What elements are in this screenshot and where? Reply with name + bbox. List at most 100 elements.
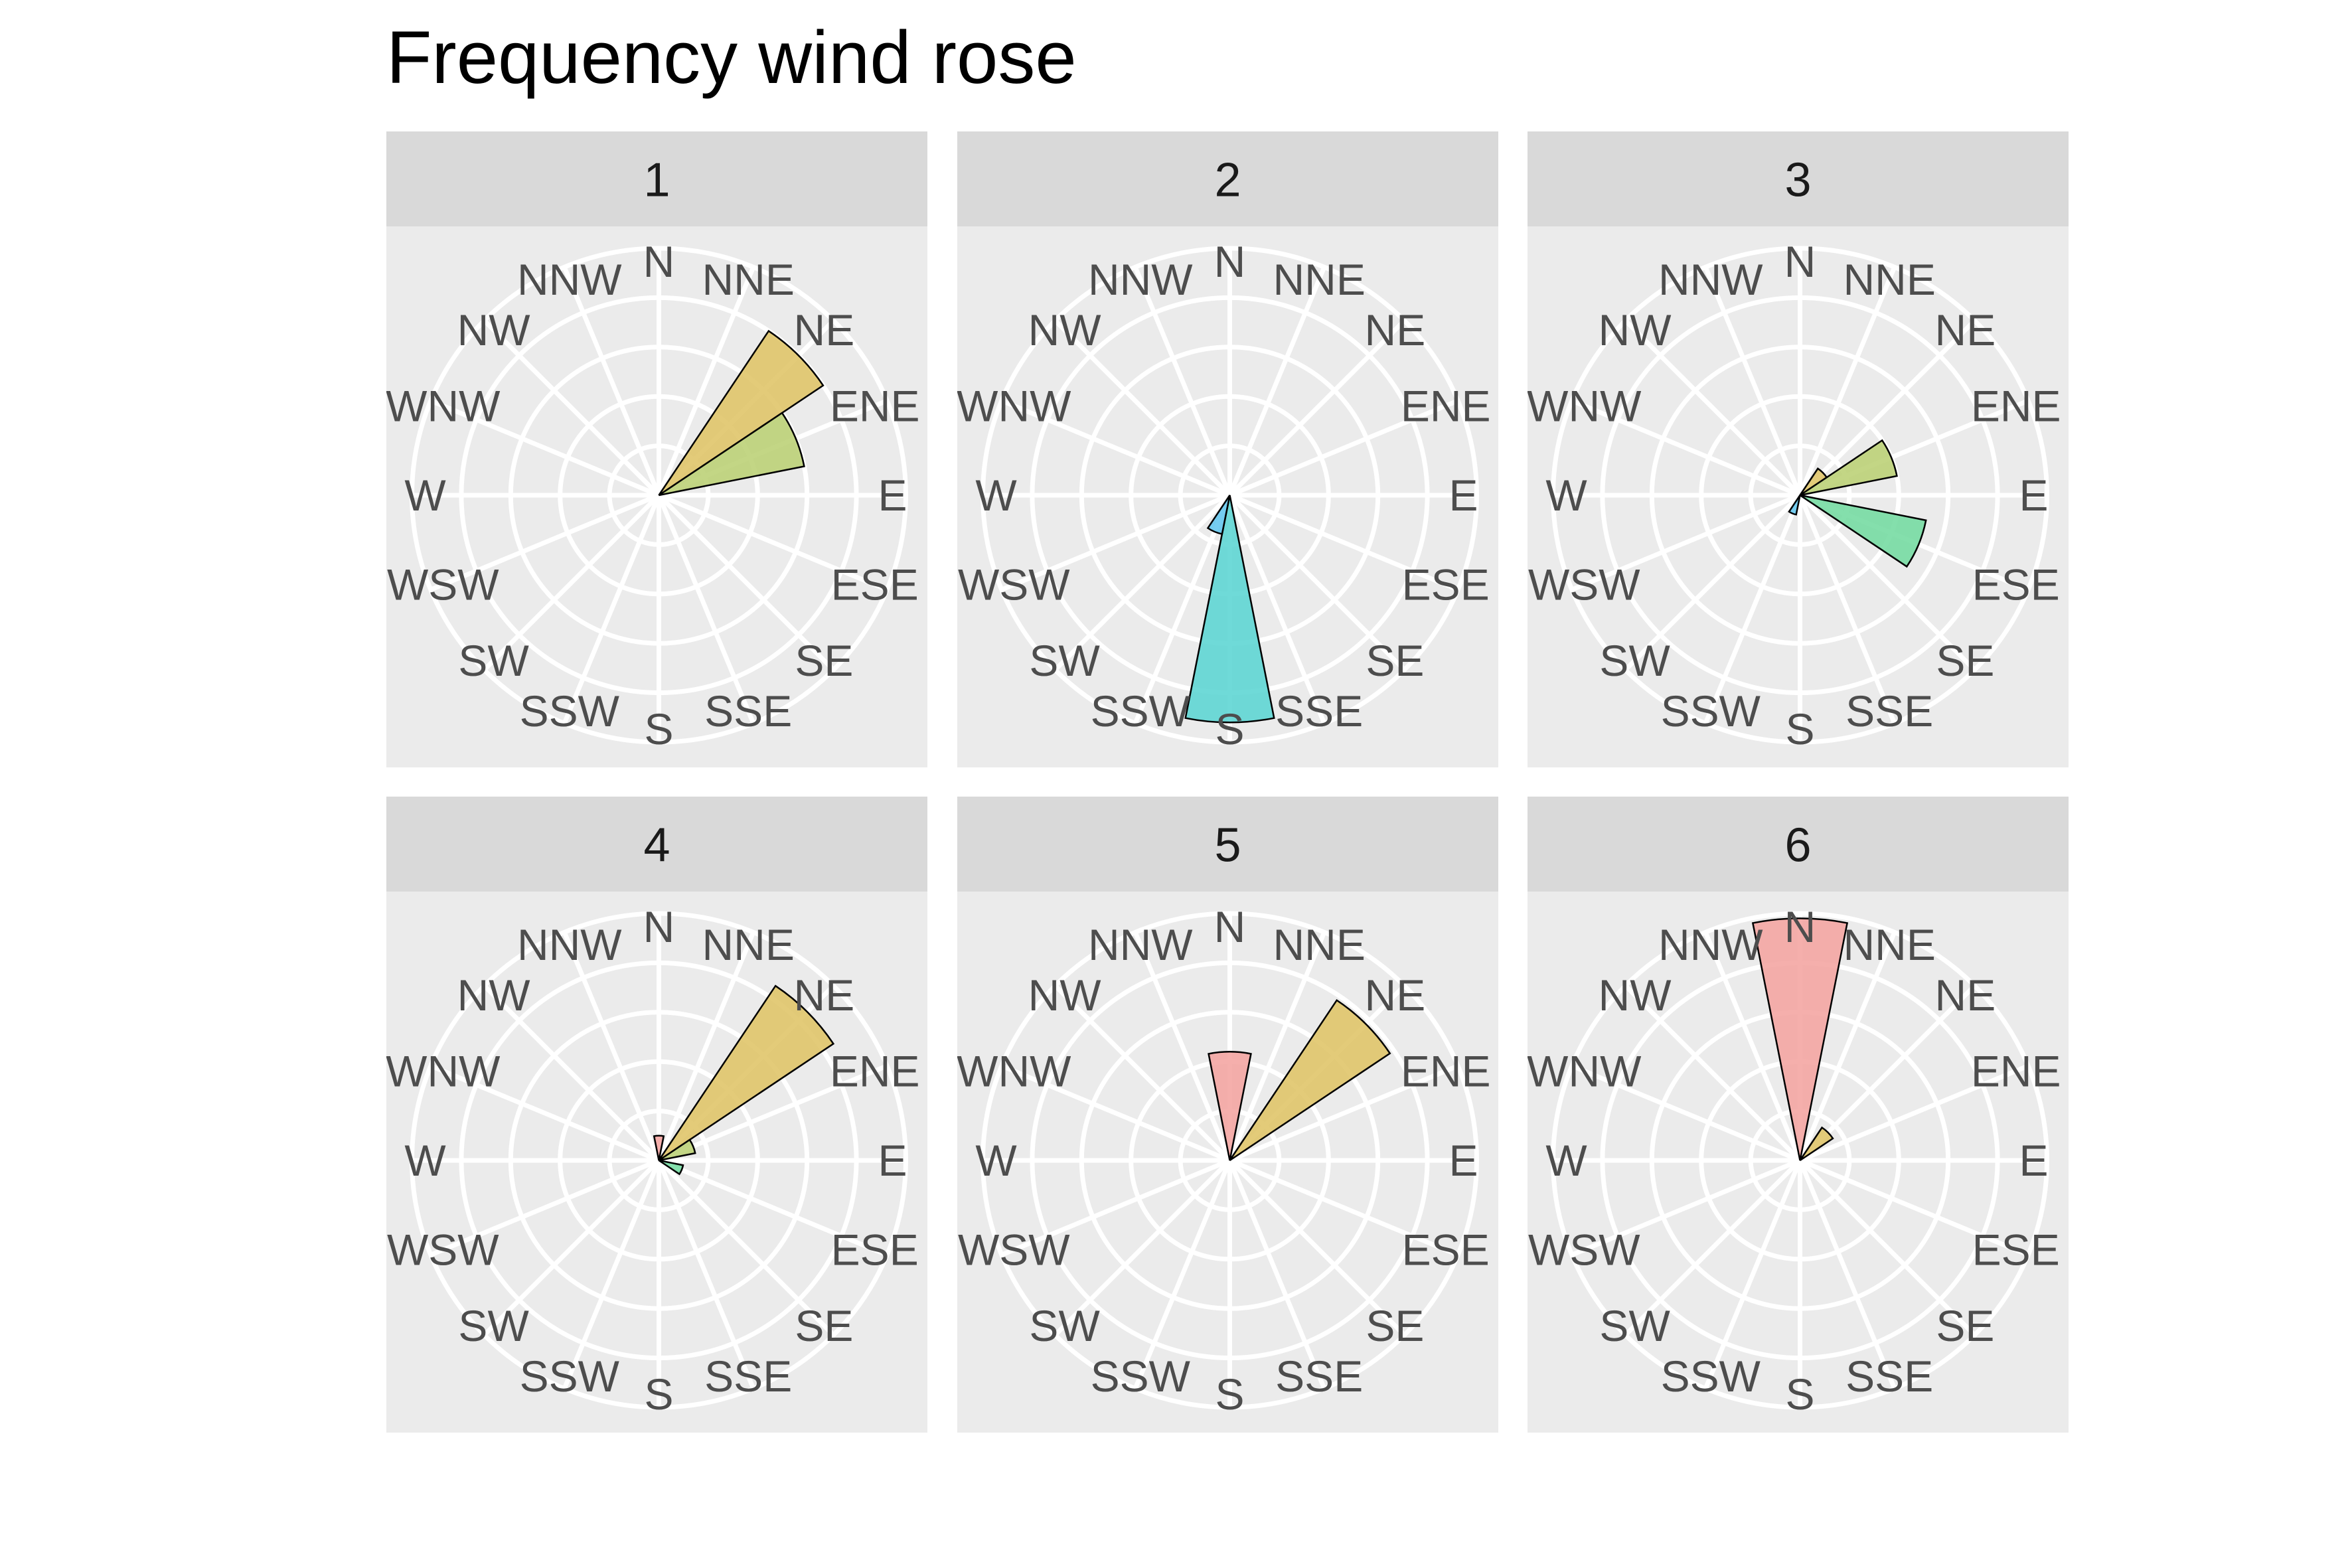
direction-label-wnw: WNW [386,381,501,430]
direction-label-wsw: WSW [387,1225,499,1275]
grid-spoke [1799,1158,2029,1257]
rose-sector-ese [1799,494,1927,568]
direction-label-sse: SSE [1845,1352,1933,1401]
direction-label-nne: NNE [702,255,795,304]
direction-label-sse: SSE [1275,1352,1363,1401]
grid-spoke [1799,1063,2029,1163]
grid-spoke [1053,984,1231,1162]
grid-spoke [657,1159,756,1390]
direction-label-s: S [1785,1370,1814,1419]
grid-spoke [1798,493,1977,672]
grid-spoke [1798,1159,1897,1390]
rose-sector-n [1208,1051,1252,1161]
facet-strip [386,797,927,892]
direction-label-s: S [1215,704,1244,753]
direction-label-ne: NE [1365,971,1426,1020]
grid-spoke [658,1158,888,1257]
direction-label-n: N [1784,237,1816,286]
direction-label-nnw: NNW [1658,920,1763,969]
direction-label-w: W [975,1136,1017,1185]
direction-label-e: E [2019,471,2048,520]
facet-strip [1528,131,2069,226]
direction-label-s: S [1785,704,1814,753]
direction-label-ene: ENE [1971,381,2061,430]
rose-sector-ne [658,984,835,1162]
rose-sector-ssw [1788,495,1801,516]
rose-sector-s [1184,495,1275,724]
direction-label-s: S [1215,1370,1244,1419]
direction-label-e: E [2019,1136,2048,1185]
rose-sector-ne [1799,1126,1834,1162]
direction-label-nne: NNE [1843,920,1936,969]
direction-label-wnw: WNW [957,1046,1071,1095]
rose-sector-n [653,1135,665,1161]
grid-spoke [1133,494,1232,725]
grid-spoke [1623,319,1802,497]
direction-label-wsw: WSW [387,560,499,609]
direction-label-e: E [878,471,907,520]
direction-label-nne: NNE [1273,255,1366,304]
grid-spoke [1703,494,1802,725]
direction-label-e: E [1449,1136,1478,1185]
grid-spoke [1000,1158,1231,1257]
grid-spoke [430,1158,660,1257]
grid-spoke [1053,493,1231,672]
facet-label: 1 [643,154,670,207]
direction-label-w: W [1545,471,1587,520]
direction-label-ese: ESE [1972,1225,2060,1275]
grid-spoke [1053,1158,1231,1337]
direction-label-ene: ENE [1401,1046,1491,1095]
direction-label-wnw: WNW [386,1046,501,1095]
direction-label-nnw: NNW [517,255,622,304]
grid-spoke [1228,1158,1407,1337]
grid-spoke [562,931,661,1162]
grid-spoke [1623,984,1802,1162]
facet-strip [957,797,1498,892]
direction-label-wsw: WSW [1528,1225,1640,1275]
direction-label-ese: ESE [1402,1225,1490,1275]
direction-label-wsw: WSW [958,1225,1070,1275]
grid-spoke [657,266,756,497]
rose-sector-ene [1799,439,1898,497]
direction-label-e: E [1449,471,1478,520]
grid-spoke [1133,266,1232,497]
direction-label-sse: SSE [1275,686,1363,736]
grid-spoke [657,493,836,672]
grid-spoke [1623,1158,1802,1337]
direction-label-ene: ENE [1971,1046,2061,1095]
direction-label-ne: NE [1935,971,1996,1020]
grid-spoke [1571,1158,1801,1257]
direction-label-n: N [1214,902,1246,951]
direction-label-nne: NNE [1843,255,1936,304]
grid-spoke [562,266,661,497]
direction-label-w: W [975,471,1017,520]
direction-label-ssw: SSW [1091,1352,1191,1401]
direction-label-sw: SW [1599,1301,1670,1350]
grid-spoke [657,494,756,725]
rose-sector-ne [658,329,824,497]
grid-spoke [482,1158,661,1337]
direction-label-nw: NW [1599,305,1672,354]
facet-strip [386,131,927,226]
direction-label-ne: NE [1935,305,1996,354]
grid-spoke [562,1159,661,1390]
grid-spoke [1798,931,1897,1162]
direction-label-nnw: NNW [1088,255,1193,304]
rose-sector-ese [658,1159,684,1176]
grid-spoke [1133,1159,1232,1390]
direction-label-ne: NE [794,305,855,354]
direction-label-nnw: NNW [1088,920,1193,969]
rose-sector-ne [1229,999,1391,1162]
grid-spoke [1228,493,1407,672]
grid-spoke [482,319,661,497]
direction-label-nw: NW [1028,971,1102,1020]
direction-label-se: SE [1936,636,1994,685]
direction-label-sse: SSE [704,1352,792,1401]
direction-label-sw: SW [458,1301,529,1350]
grid-spoke [1571,493,1801,592]
direction-label-ene: ENE [830,381,920,430]
grid-spoke [1000,398,1231,498]
direction-label-ene: ENE [1401,381,1491,430]
grid-spoke [1227,494,1327,725]
